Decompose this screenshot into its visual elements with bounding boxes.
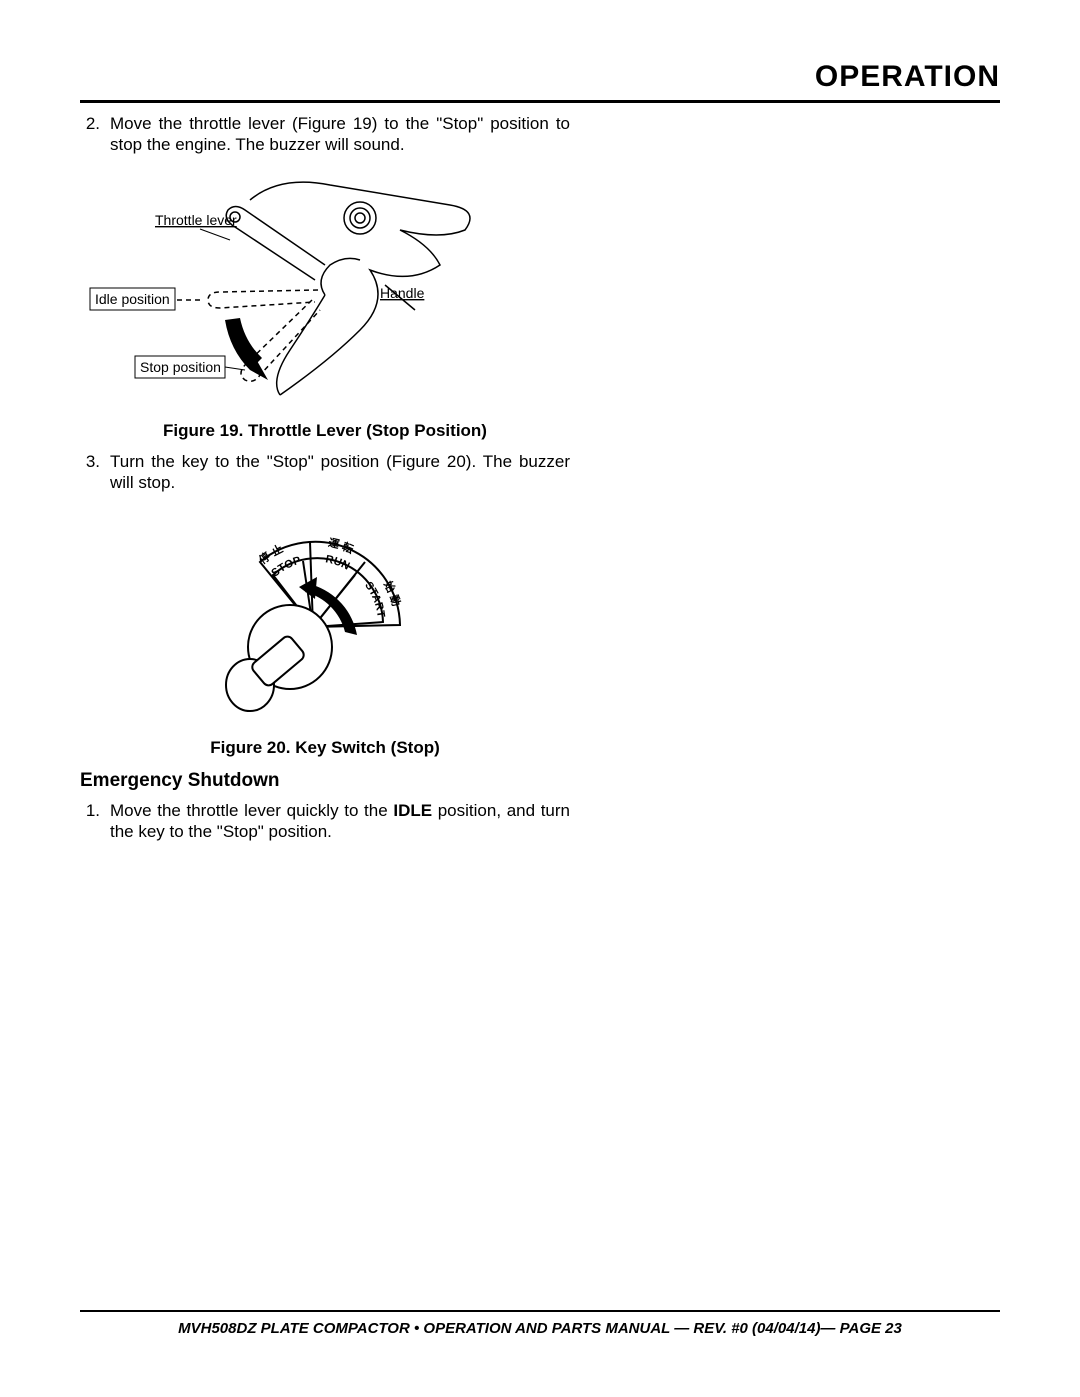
- figure-19-caption: Figure 19. Throttle Lever (Stop Position…: [80, 421, 570, 441]
- label-handle: Handle: [380, 285, 425, 301]
- step-number: 2.: [80, 113, 110, 156]
- label-stop-position: Stop position: [140, 359, 221, 375]
- throttle-lever-diagram: Throttle lever Idle position Stop positi…: [80, 170, 510, 410]
- page-inner: OPERATION 2. Move the throttle lever (Fi…: [80, 60, 1000, 1337]
- text-bold: IDLE: [393, 801, 432, 820]
- step-number: 3.: [80, 451, 110, 494]
- step-item: 2. Move the throttle lever (Figure 19) t…: [80, 113, 570, 156]
- step-text: Move the throttle lever (Figure 19) to t…: [110, 113, 570, 156]
- label-throttle-lever: Throttle lever: [155, 212, 237, 228]
- step-item: 3. Turn the key to the "Stop" position (…: [80, 451, 570, 494]
- figure-19: Throttle lever Idle position Stop positi…: [80, 170, 570, 441]
- step-text: Move the throttle lever quickly to the I…: [110, 800, 570, 843]
- step-number: 1.: [80, 800, 110, 843]
- footer-text: MVH508DZ PLATE COMPACTOR • OPERATION AND…: [178, 1320, 902, 1337]
- figure-20: 停 止 運 転 始 動 STOP RUN START Figure 20. Ke…: [80, 507, 570, 758]
- emergency-heading: Emergency Shutdown: [80, 770, 570, 792]
- page-footer: MVH508DZ PLATE COMPACTOR • OPERATION AND…: [80, 1310, 1000, 1337]
- key-switch-diagram: 停 止 運 転 始 動 STOP RUN START: [195, 507, 455, 727]
- page-header: OPERATION: [80, 60, 1000, 103]
- text-pre: Move the throttle lever quickly to the: [110, 801, 393, 820]
- content-column: 2. Move the throttle lever (Figure 19) t…: [80, 113, 570, 843]
- label-idle-position: Idle position: [95, 291, 170, 307]
- page-title: OPERATION: [815, 60, 1000, 93]
- figure-20-caption: Figure 20. Key Switch (Stop): [80, 738, 570, 758]
- step-text: Turn the key to the "Stop" position (Fig…: [110, 451, 570, 494]
- step-item: 1. Move the throttle lever quickly to th…: [80, 800, 570, 843]
